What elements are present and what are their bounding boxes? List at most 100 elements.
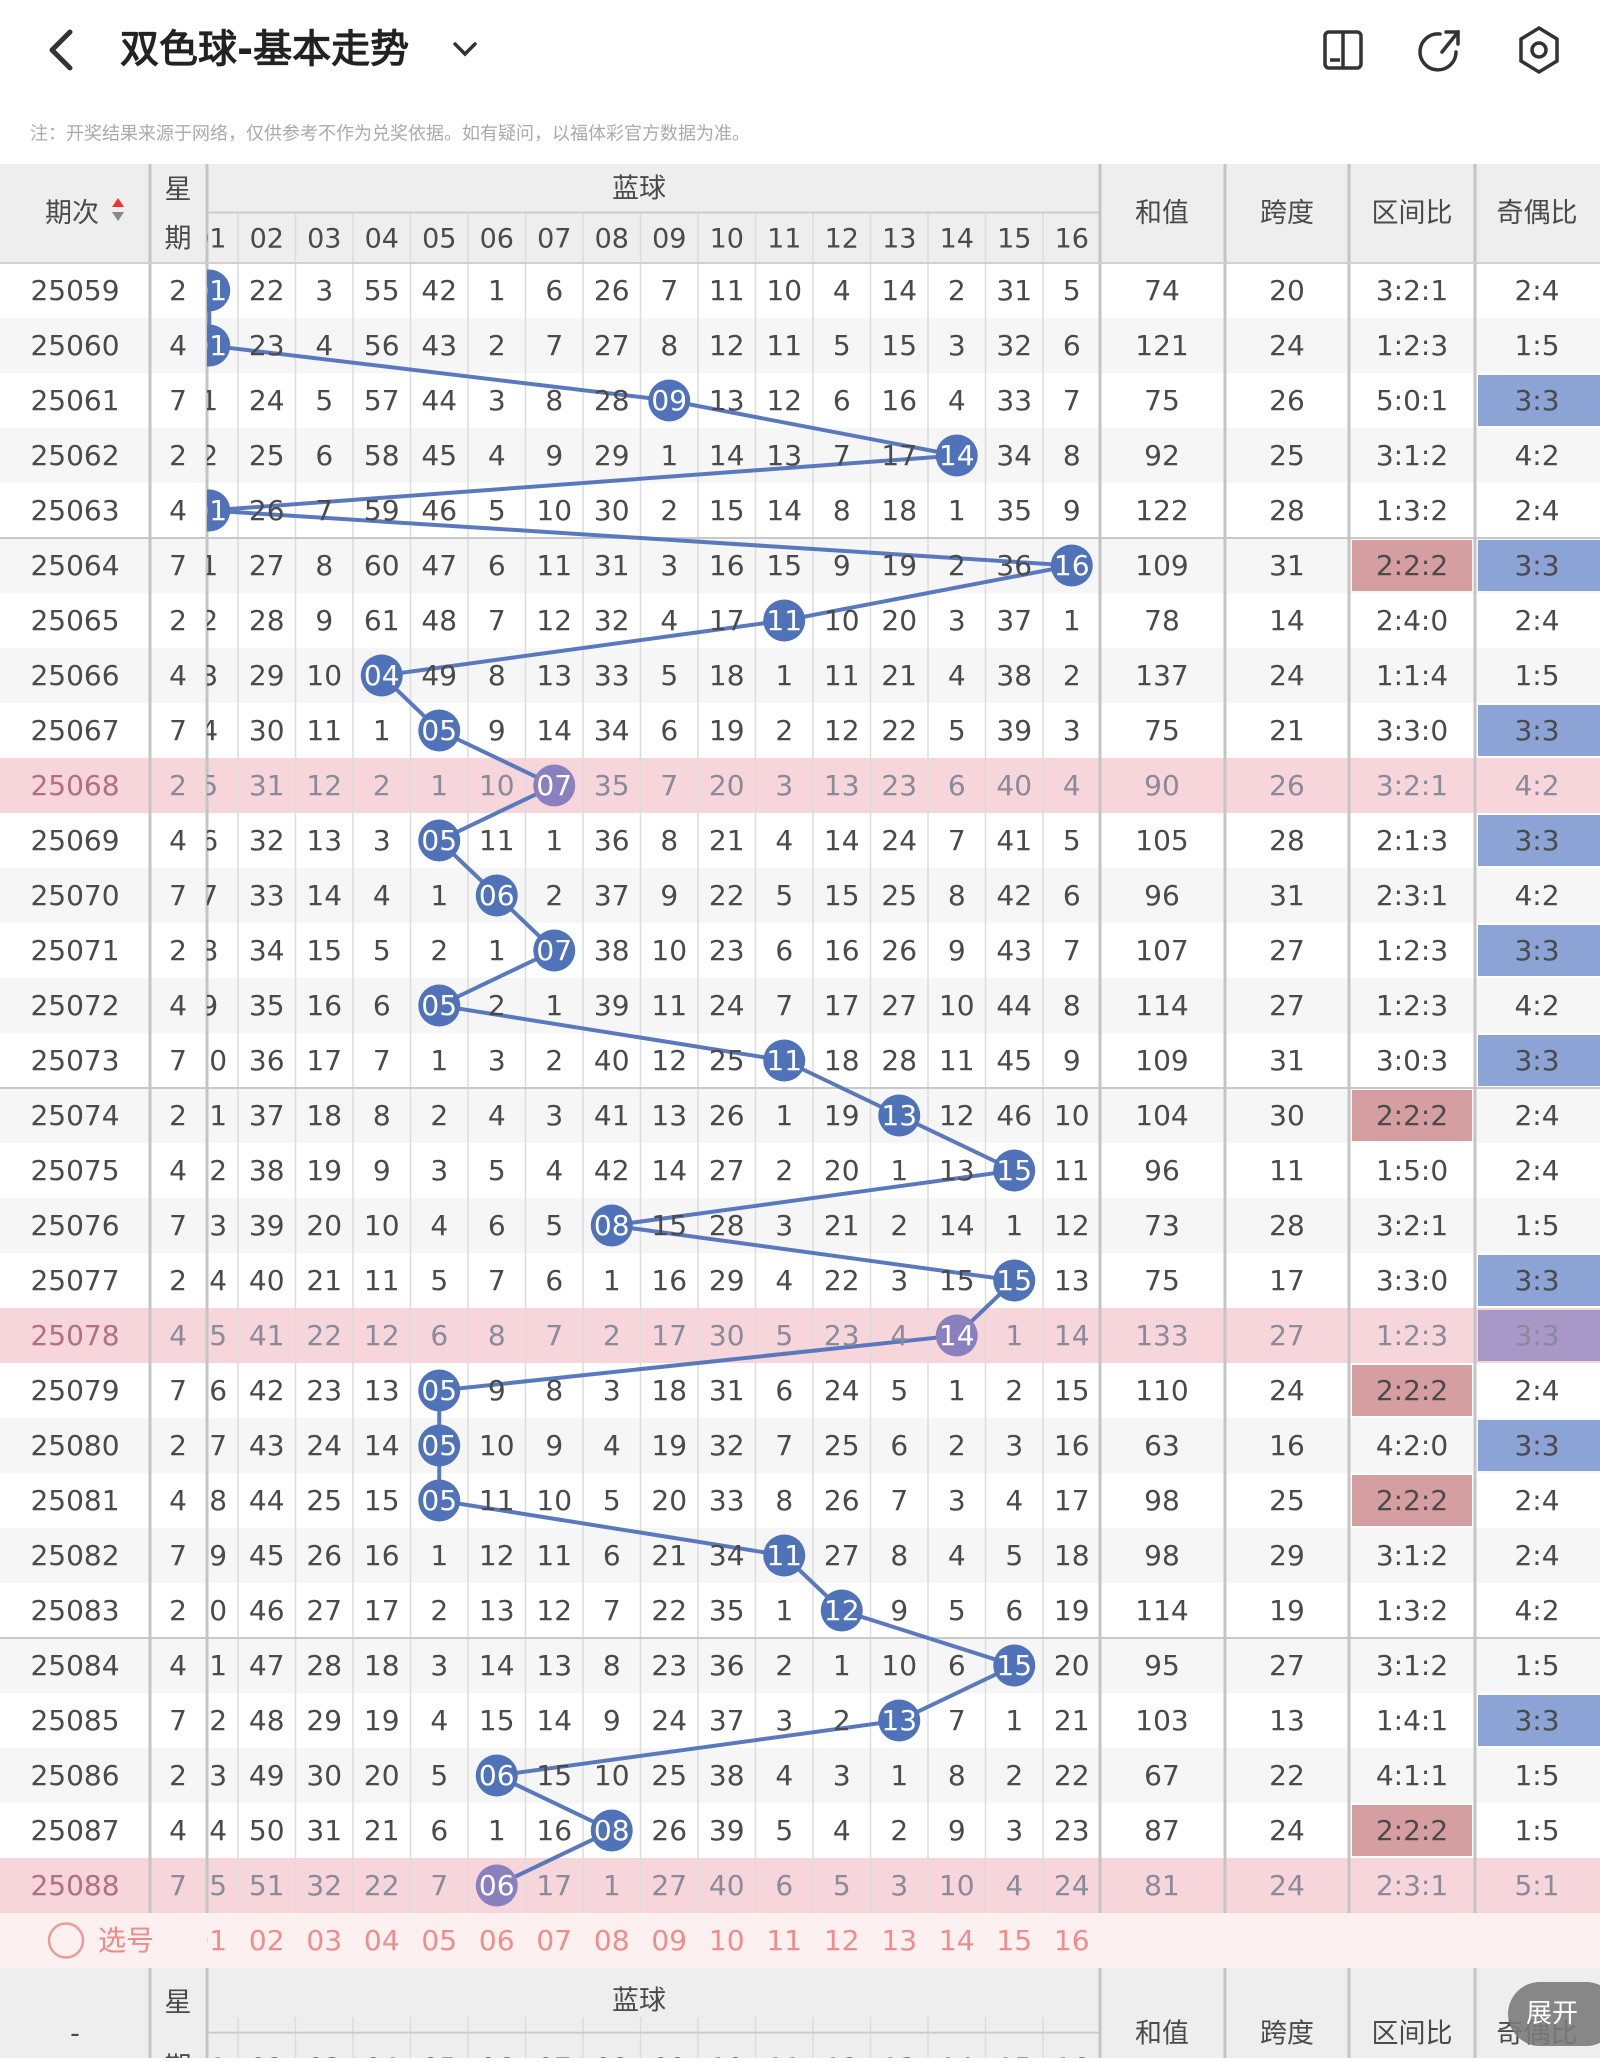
odd_even: 2:4 [1514, 274, 1559, 307]
omission-count: 4 [545, 1154, 563, 1187]
omission-count: 26 [249, 494, 285, 527]
hit-ball [207, 489, 231, 532]
omission-count: 43 [421, 329, 457, 362]
back-button[interactable] [49, 29, 73, 71]
omission-count: 37 [249, 1099, 285, 1132]
omission-count: 2 [1005, 1759, 1023, 1792]
omission-count: 16 [306, 989, 342, 1022]
omission-count: 57 [364, 384, 400, 417]
ratio: 2:2:2 [1376, 1099, 1448, 1132]
odd-even-highlight [1478, 540, 1600, 591]
omission-count: 27 [594, 329, 630, 362]
hit-number: 06 [479, 879, 515, 912]
omission-count: 32 [594, 604, 630, 637]
footer-number: 05 [421, 1924, 457, 1957]
share-icon[interactable] [1418, 30, 1460, 72]
omission-count: 17 [709, 604, 745, 637]
ratio-highlight [1352, 540, 1472, 591]
omission-count: 3 [948, 329, 966, 362]
omission-count: 5 [948, 714, 966, 747]
period: 25076 [30, 1209, 119, 1242]
ratio-header: 区间比 [1372, 198, 1453, 229]
week: 4 [169, 1649, 187, 1682]
omission-count: 16 [651, 1264, 687, 1297]
omission-count: 5 [200, 769, 218, 802]
title-dropdown[interactable] [453, 42, 477, 57]
omission-count: 9 [373, 1154, 391, 1187]
omission-count: 28 [594, 384, 630, 417]
omission-count: 5 [1063, 274, 1081, 307]
odd-even-highlight [1478, 925, 1600, 976]
footer-number: 01 [191, 1924, 227, 1957]
layout-icon[interactable] [1323, 30, 1363, 70]
omission-count: 17 [651, 1319, 687, 1352]
omission-count: 16 [364, 1539, 400, 1572]
omission-count: 17 [306, 1044, 342, 1077]
hit-number: 05 [421, 1484, 457, 1517]
omission-count: 6 [200, 824, 218, 857]
ratio: 4:2:0 [1376, 1429, 1448, 1462]
omission-count: 6 [775, 1869, 793, 1902]
omission-count: 2 [948, 274, 966, 307]
footer-number: 12 [824, 1924, 860, 1957]
omission-count: 7 [948, 1704, 966, 1737]
omission-count: 13 [536, 659, 572, 692]
odd_even: 2:4 [1514, 1099, 1559, 1132]
hit-ball [418, 1424, 461, 1467]
omission-count: 2 [890, 1814, 908, 1847]
period: 25073 [30, 1044, 119, 1077]
omission-count: 24 [191, 1814, 227, 1847]
sum: 75 [1144, 1264, 1180, 1297]
omission-count: 2 [775, 714, 793, 747]
omission-count: 4 [200, 714, 218, 747]
omission-count: 3 [1005, 1814, 1023, 1847]
omission-count: 1 [488, 934, 506, 967]
omission-count: 3 [775, 769, 793, 802]
omission-count: 23 [306, 1374, 342, 1407]
odd-even-highlight [1478, 1310, 1600, 1361]
odd-even-highlight [1478, 1255, 1600, 1306]
omission-count: 15 [364, 1484, 400, 1517]
omission-count: 26 [306, 1539, 342, 1572]
omission-count: 29 [306, 1704, 342, 1737]
omission-count: 15 [306, 934, 342, 967]
blue-number-header: 13 [882, 2053, 916, 2058]
week: 7 [169, 879, 187, 912]
odd_even: 3:3 [1514, 549, 1559, 582]
omission-count: 6 [488, 549, 506, 582]
span: 27 [1269, 1319, 1305, 1352]
omission-count: 9 [948, 934, 966, 967]
ratio: 1:2:3 [1376, 934, 1448, 967]
period: 25072 [30, 989, 119, 1022]
row-bg [0, 1143, 1600, 1198]
odd_even: 2:4 [1514, 1154, 1559, 1187]
omission-count: 33 [594, 659, 630, 692]
omission-count: 16 [709, 549, 745, 582]
omission-count: 14 [536, 1704, 572, 1737]
omission-count: 11 [536, 1539, 572, 1572]
odd_even: 3:3 [1514, 1704, 1559, 1737]
omission-count: 3 [660, 549, 678, 582]
omission-count: 9 [1063, 494, 1081, 527]
omission-count: 19 [1054, 1594, 1090, 1627]
week: 2 [169, 439, 187, 472]
odd_even: 4:2 [1514, 439, 1559, 472]
week: 2 [169, 604, 187, 637]
omission-count: 24 [881, 824, 917, 857]
omission-count: 1 [488, 274, 506, 307]
footer-number: 09 [651, 1924, 687, 1957]
omission-count: 48 [421, 604, 457, 637]
blue-number-header: 08 [595, 2053, 629, 2058]
omission-count: 33 [249, 879, 285, 912]
omission-count: 1 [948, 1374, 966, 1407]
expand-button[interactable]: 展开 [1508, 1982, 1600, 2046]
settings-icon[interactable] [1519, 25, 1559, 75]
omission-count: 3 [948, 604, 966, 637]
sum: 122 [1135, 494, 1188, 527]
sum-header: 和值 [1135, 198, 1189, 229]
row-bg [0, 1748, 1600, 1803]
hit-ball [590, 1204, 633, 1247]
omission-count: 25 [881, 879, 917, 912]
omission-count: 4 [775, 1759, 793, 1792]
